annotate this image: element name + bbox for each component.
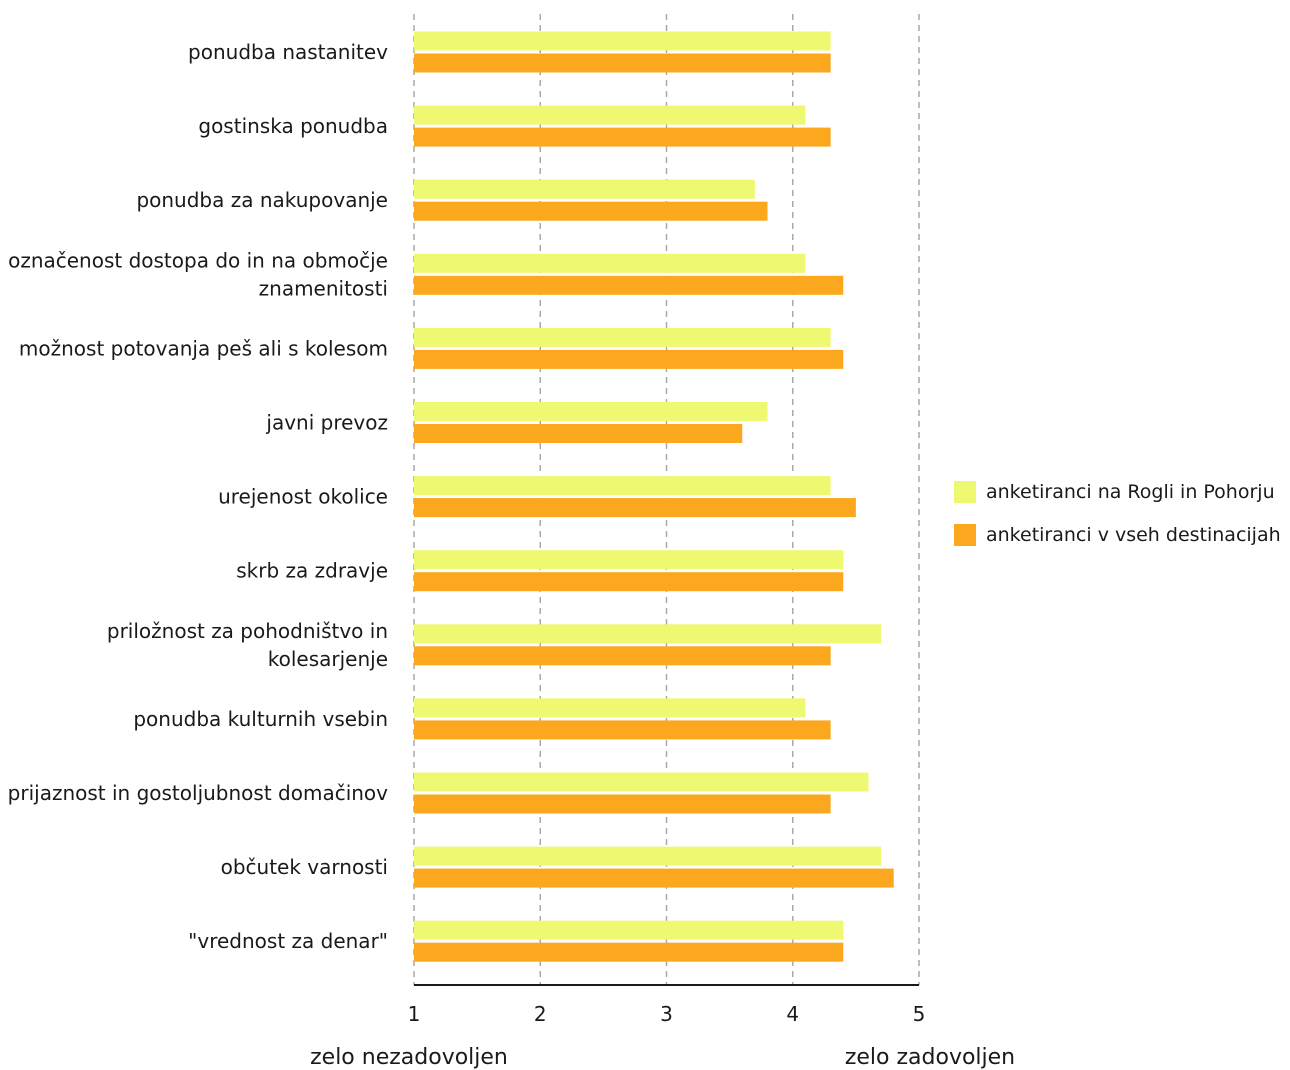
bar-rogla-pohorje-6 [414, 476, 831, 496]
legend-swatch-all-destinations [954, 524, 976, 546]
category-label-11: občutek varnosti [221, 855, 388, 879]
bar-all-destinations-6 [414, 498, 856, 518]
legend-item-all-destinations: anketiranci v vseh destinacijah [954, 521, 1281, 549]
bar-rogla-pohorje-12 [414, 920, 844, 940]
bar-rogla-pohorje-11 [414, 846, 882, 866]
bar-rogla-pohorje-4 [414, 327, 831, 347]
legend-label-all-destinations: anketiranci v vseh destinacijah [986, 524, 1281, 546]
x-tick-label-1: 1 [408, 1002, 421, 1026]
bar-rogla-pohorje-8 [414, 624, 882, 644]
category-label-8: priložnost za pohodništvo in kolesarjenje [107, 619, 388, 671]
bar-rogla-pohorje-5 [414, 402, 768, 421]
bar-all-destinations-11 [414, 868, 894, 888]
category-label-2: ponudba za nakupovanje [136, 188, 388, 212]
bar-all-destinations-12 [414, 942, 844, 962]
category-label-3: označenost dostopa do in na območje zname… [8, 248, 388, 300]
bar-rogla-pohorje-1 [414, 105, 806, 125]
legend-item-rogla-pohorje: anketiranci na Rogli in Pohorju [954, 478, 1281, 506]
bar-all-destinations-3 [414, 275, 844, 295]
bar-all-destinations-9 [414, 720, 831, 740]
bar-all-destinations-4 [414, 349, 844, 369]
bar-all-destinations-1 [414, 127, 831, 147]
category-label-12: "vrednost za denar" [188, 929, 388, 953]
bar-all-destinations-2 [414, 201, 768, 221]
x-tick-label-3: 3 [660, 1002, 673, 1026]
category-label-0: ponudba nastanitev [188, 40, 388, 64]
legend: anketiranci na Rogli in Pohorju anketira… [954, 478, 1281, 564]
bar-all-destinations-0 [414, 53, 831, 73]
category-label-1: gostinska ponudba [198, 114, 388, 138]
category-label-10: prijaznost in gostoljubnost domačinov [8, 781, 388, 805]
x-tick-label-2: 2 [534, 1002, 547, 1026]
bar-rogla-pohorje-7 [414, 550, 844, 570]
x-min-label: zelo nezadovoljen [310, 1045, 508, 1070]
x-tick-label-4: 4 [786, 1002, 799, 1026]
bar-rogla-pohorje-0 [414, 31, 831, 51]
bar-rogla-pohorje-2 [414, 179, 755, 199]
category-label-9: ponudba kulturnih vsebin [133, 707, 388, 731]
bar-all-destinations-5 [414, 424, 743, 443]
category-label-7: skrb za zdravje [236, 559, 388, 583]
bar-rogla-pohorje-10 [414, 772, 869, 792]
category-label-6: urejenost okolice [218, 485, 388, 509]
category-label-5: javni prevoz [265, 411, 388, 435]
bar-rogla-pohorje-9 [414, 698, 806, 718]
x-max-label: zelo zadovoljen [845, 1045, 1015, 1070]
bar-all-destinations-10 [414, 794, 831, 814]
bar-all-destinations-7 [414, 572, 844, 592]
legend-label-rogla-pohorje: anketiranci na Rogli in Pohorju [986, 481, 1275, 503]
bar-all-destinations-8 [414, 646, 831, 666]
bar-rogla-pohorje-3 [414, 253, 806, 273]
category-label-4: možnost potovanja peš ali s kolesom [19, 336, 388, 360]
x-tick-label-5: 5 [913, 1002, 926, 1026]
legend-swatch-rogla-pohorje [954, 481, 976, 503]
